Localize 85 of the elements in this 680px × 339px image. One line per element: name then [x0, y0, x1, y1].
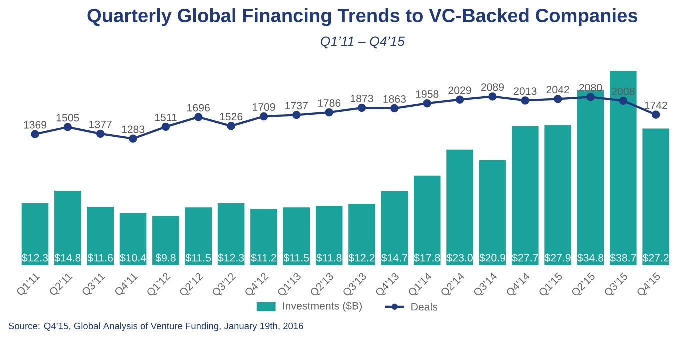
point — [423, 99, 432, 108]
point — [586, 93, 595, 102]
point — [325, 108, 334, 117]
data-label: 1526 — [220, 113, 243, 121]
data-label: 1742 — [645, 102, 668, 110]
bar — [610, 70, 637, 266]
bar — [512, 126, 539, 266]
bar — [218, 204, 245, 266]
bar — [120, 213, 147, 266]
data-label: $27.2 — [642, 254, 669, 262]
data-label: 1958 — [416, 90, 439, 98]
data-label: $12.2 — [348, 254, 375, 262]
bar — [152, 216, 180, 266]
bar — [446, 150, 474, 266]
data-label: $10.4 — [120, 254, 146, 262]
data-label: 2013 — [514, 88, 537, 96]
point — [292, 111, 301, 120]
data-label: $20.9 — [480, 254, 506, 262]
data-label: $23.0 — [446, 254, 473, 262]
point — [31, 130, 40, 138]
bar — [22, 204, 49, 266]
data-label: $14.7 — [381, 254, 408, 262]
point — [554, 95, 562, 104]
bar — [577, 90, 604, 266]
data-label: $38.7 — [610, 254, 636, 262]
bar — [250, 209, 278, 266]
point — [129, 134, 138, 143]
source-note: Source: Q4’15, Global Analysis of Venture Funding, January 19th, 2016 — [8, 322, 304, 332]
data-label: $34.8 — [578, 254, 604, 262]
data-label: 2029 — [448, 86, 472, 94]
data-label: 1505 — [56, 114, 80, 122]
data-label: 1709 — [252, 104, 276, 112]
bar — [316, 206, 343, 266]
point — [390, 104, 399, 113]
bar — [479, 160, 506, 266]
bar — [544, 125, 572, 266]
data-label: 2080 — [579, 84, 602, 92]
data-label: 1786 — [318, 99, 341, 107]
data-label: $27.7 — [512, 254, 538, 262]
bar — [283, 208, 310, 266]
data-label: $11.2 — [251, 254, 276, 262]
bar — [185, 208, 212, 266]
data-label: $12.3 — [218, 254, 244, 262]
data-label: 2008 — [612, 88, 635, 96]
data-label: $9.8 — [156, 254, 176, 262]
data-label: $11.5 — [284, 254, 310, 262]
data-label: $12.3 — [22, 254, 48, 262]
data-label: $11.8 — [316, 254, 342, 262]
point — [456, 96, 464, 104]
point — [358, 104, 366, 112]
point — [96, 130, 105, 138]
data-label: 1377 — [90, 120, 112, 128]
bar — [381, 192, 408, 266]
data-label: 2089 — [481, 84, 504, 92]
data-label: $11.6 — [88, 254, 114, 262]
data-label: 1863 — [384, 95, 406, 103]
bar — [414, 176, 441, 266]
point — [488, 92, 497, 101]
legend-label: Deals — [412, 302, 438, 311]
bar — [348, 204, 376, 266]
chart-subtitle: Q1’11 – Q4’15 — [320, 36, 405, 49]
data-label: $17.8 — [414, 254, 440, 262]
legend-label: Investments ($B) — [283, 302, 362, 312]
point — [260, 112, 268, 121]
bar — [642, 128, 670, 266]
point — [521, 96, 530, 105]
point — [227, 122, 236, 130]
point — [162, 122, 170, 132]
point — [194, 113, 203, 122]
point — [652, 110, 660, 119]
data-label: 1283 — [122, 126, 145, 134]
data-label: 1369 — [24, 121, 47, 129]
point — [64, 123, 72, 132]
point — [619, 96, 628, 106]
bar — [54, 191, 82, 266]
data-label: 1873 — [351, 94, 374, 102]
data-label: 1696 — [188, 104, 210, 112]
bar — [87, 207, 114, 266]
data-label: 1737 — [286, 102, 308, 110]
data-label: 1511 — [155, 114, 177, 122]
data-label: $11.5 — [186, 254, 212, 262]
data-label: $14.8 — [54, 254, 81, 262]
data-label: 2042 — [546, 86, 570, 94]
data-label: $27.9 — [544, 254, 571, 262]
chart-title: Quarterly Global Financing Trends to VC-Backed Companies — [88, 8, 638, 26]
